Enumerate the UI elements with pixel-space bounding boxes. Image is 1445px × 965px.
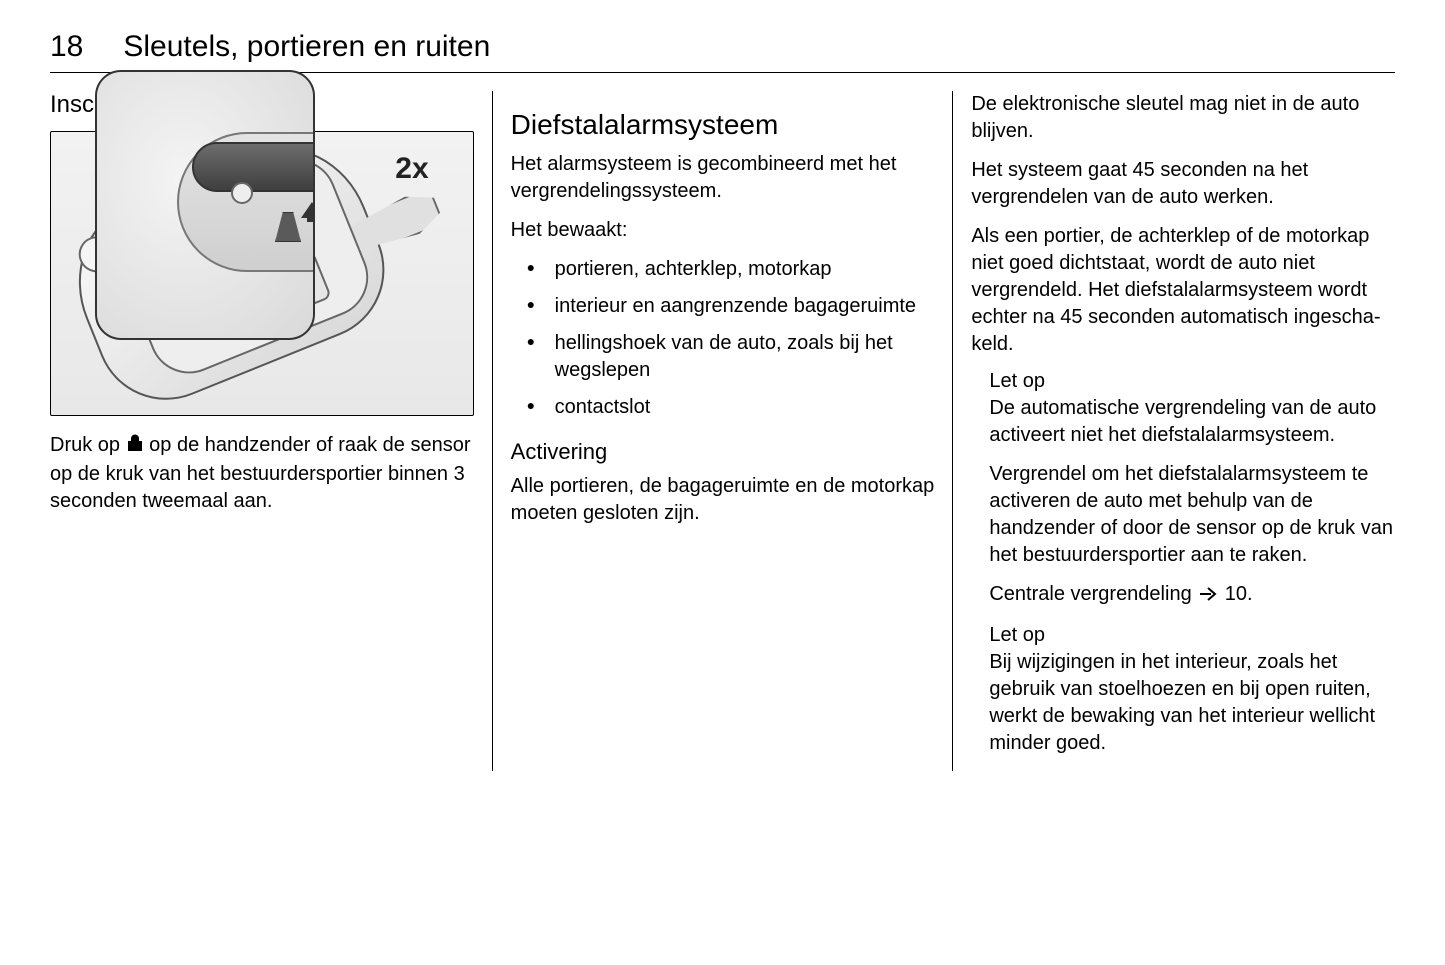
list-item: portieren, achterklep, motorkap (511, 256, 935, 283)
chapter-title: Sleutels, portieren en ruiten (123, 30, 490, 64)
arrow-up-icon (297, 200, 315, 222)
col2-p1: Het alarmsysteem is gecombineerd met het… (511, 151, 935, 205)
note1-label: Let op (989, 370, 1395, 393)
xref-prefix: Centrale vergrendeling (989, 583, 1197, 605)
note1-text2: Vergrendel om het diefstalalarmsys­teem … (989, 461, 1395, 569)
monitor-list: portieren, achterklep, motorkap interieu… (511, 256, 935, 421)
page-number: 18 (50, 30, 83, 64)
door-handle (192, 142, 315, 192)
xref-page: 10. (1219, 583, 1252, 605)
column-3: De elektronische sleutel mag niet in de … (953, 91, 1395, 771)
cross-reference: Centrale vergrendeling 10. (989, 581, 1395, 610)
column-2: 2x Diefstalalarmsysteem Het alarmsysteem… (493, 91, 954, 771)
col3-p2: Het systeem gaat 45 seconden na het verg… (971, 157, 1395, 211)
key-2x-label: 2x (395, 152, 428, 186)
col2-subheading: Activering (511, 439, 935, 465)
keyhole-icon (231, 182, 253, 204)
col3-p3: Als een portier, de achterklep of de mot… (971, 223, 1395, 358)
list-item: contactslot (511, 394, 935, 421)
col3-p1: De elektronische sleutel mag niet in de … (971, 91, 1395, 145)
note1-text: De automatische vergrendeling van de aut… (989, 395, 1395, 449)
col2-heading: Diefstalalarmsysteem (511, 109, 935, 141)
page-header: 18 Sleutels, portieren en ruiten (50, 30, 1395, 73)
note2-label: Let op (989, 624, 1395, 647)
col1-para-prefix: Druk op (50, 434, 126, 456)
page-ref-arrow-icon (1199, 583, 1217, 610)
note2-text: Bij wijzigingen in het interieur, zoals … (989, 649, 1395, 757)
col2-p3: Alle portieren, de bagageruimte en de mo… (511, 473, 935, 527)
door-handle-illustration: 2x (95, 70, 315, 340)
list-item: hellingshoek van de auto, zoals bij het … (511, 330, 935, 384)
col1-paragraph: Druk op op de handzender of raak de sens… (50, 432, 474, 515)
list-item: interieur en aangrenzende baga­geruimte (511, 293, 935, 320)
col2-p2: Het bewaakt: (511, 217, 935, 244)
lock-icon (126, 433, 144, 461)
content-columns: Inschakelen 2x Druk op op de hand (50, 91, 1395, 771)
note-block-2: Let op Bij wijzigingen in het interieur,… (971, 624, 1395, 757)
note-block-1: Let op De automatische vergrendeling van… (971, 370, 1395, 610)
